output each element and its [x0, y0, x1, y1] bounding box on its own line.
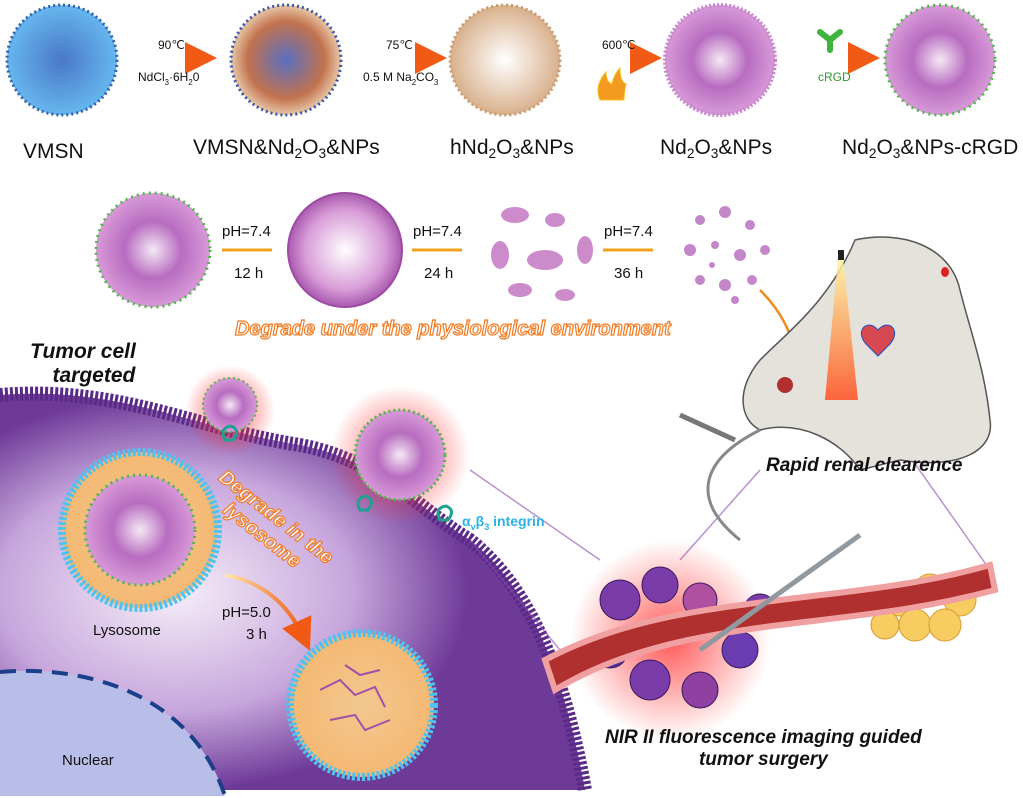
nd2o3-particle [663, 3, 777, 117]
deg-step-1-ph: pH=7.4 [222, 223, 271, 240]
deg-step-3-ph: pH=7.4 [604, 223, 653, 240]
dispersed-particle [684, 206, 770, 304]
hnd2o3-particle [448, 3, 562, 117]
cell-membrane [0, 386, 592, 792]
mouse-eye [941, 267, 949, 277]
lysosome-arrow [224, 573, 312, 651]
step-4-label: cRGD [818, 70, 851, 84]
lysosome-2 [286, 629, 438, 781]
surgery-caption: NIR II fluorescence imaging guided tumor … [605, 727, 922, 770]
stage-label-nd2o3-crgd: Nd2O3&NPs-cRGD [842, 136, 1019, 161]
nuclear [0, 670, 225, 796]
kidney-icon [777, 377, 793, 393]
integrin-receptor [221, 424, 453, 522]
surgical-tweezer [698, 532, 862, 653]
step-2-temp: 75℃ [386, 38, 413, 52]
crgd-particle [94, 191, 212, 309]
tumor-cell-title: Tumor cell targeted [30, 340, 136, 387]
tumor-cell [0, 365, 592, 797]
deg-step-3-time: 36 h [614, 265, 644, 282]
vmsn-particle [5, 3, 119, 117]
flame-icon [597, 66, 627, 101]
mouse-caption: Rapid renal clearence [766, 455, 963, 476]
step-1-temp: 90℃ [158, 38, 185, 52]
zoom-lines [469, 399, 991, 651]
deg-step-1-time: 12 h [234, 265, 264, 282]
step-1-reagent: NdCl3·6H20 [138, 70, 200, 87]
laser-beam [825, 258, 858, 400]
heart-icon [860, 324, 896, 357]
nd2o3-crgd-particle [883, 3, 997, 117]
crgd-ligand-icon [817, 29, 843, 53]
step-2-reagent: 0.5 M Na2CO3 [363, 70, 439, 87]
laser-source [838, 250, 844, 260]
stage-label-nd2o3: Nd2O3&NPs [660, 136, 773, 161]
synthesis-row [5, 3, 997, 117]
mouse [678, 236, 992, 542]
mouse-body [742, 236, 992, 471]
degradation-row [94, 191, 804, 363]
stage-label-vmsn: VMSN [23, 140, 84, 163]
mouse-tail [706, 428, 761, 542]
nuclear-label: Nuclear [62, 752, 114, 769]
integrin-label: αvβ3 integrin [462, 513, 545, 532]
stage-label-hnd2o3: hNd2O3&NPs [450, 136, 574, 161]
step-3-temp: 600℃ [602, 38, 636, 52]
bound-particle-2 [353, 408, 447, 502]
stage-label-vmsn-nd2o3: VMSN&Nd2O3&NPs [193, 136, 380, 161]
nuclear-membrane [0, 668, 227, 797]
degradation-caption: Degrade under the physiological environm… [234, 317, 671, 340]
blood-vessel-scene [541, 532, 999, 740]
hollow-particle [287, 192, 403, 308]
lysosome-particle [83, 473, 197, 587]
deg-step-2-time: 24 h [424, 265, 454, 282]
degraded-fragments [319, 664, 391, 732]
lysosome-time: 3 h [246, 626, 267, 643]
fragmented-particle [491, 207, 593, 301]
lysosome-label: Lysosome [93, 622, 161, 639]
vmsn-nd2o3-particle [229, 3, 343, 117]
bound-particle-1 [202, 377, 258, 433]
deg-step-2-ph: pH=7.4 [413, 223, 462, 240]
lysosome-ph: pH=5.0 [222, 604, 271, 621]
blood-vessel [541, 561, 999, 695]
syringe [678, 412, 737, 443]
